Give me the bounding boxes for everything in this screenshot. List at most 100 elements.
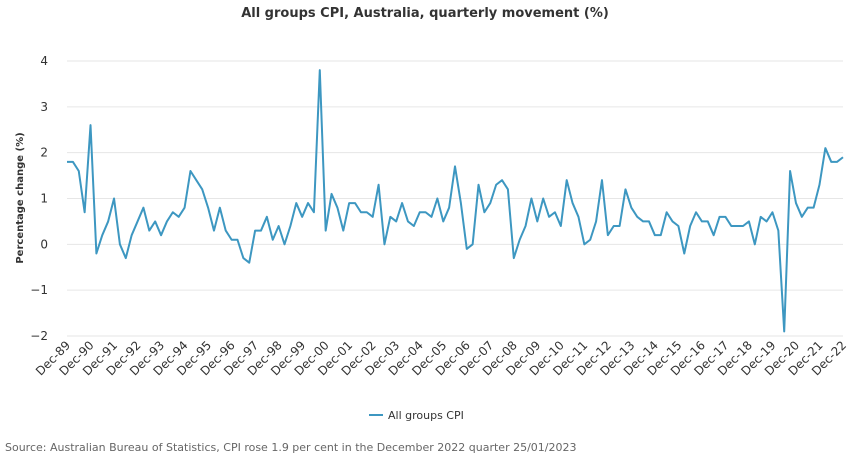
data-point[interactable]: [717, 214, 723, 220]
data-point[interactable]: [470, 241, 476, 247]
data-point[interactable]: [828, 159, 834, 165]
data-point[interactable]: [481, 209, 487, 215]
data-point[interactable]: [546, 214, 552, 220]
data-point[interactable]: [752, 241, 758, 247]
data-point[interactable]: [587, 237, 593, 243]
data-point[interactable]: [564, 177, 570, 183]
data-point[interactable]: [358, 209, 364, 215]
data-point[interactable]: [699, 218, 705, 224]
series-line-all-groups-cpi[interactable]: [67, 69, 844, 333]
data-point[interactable]: [781, 328, 787, 334]
data-point[interactable]: [152, 218, 158, 224]
data-point[interactable]: [234, 237, 240, 243]
data-point[interactable]: [476, 182, 482, 188]
data-point[interactable]: [340, 228, 346, 234]
data-point[interactable]: [681, 251, 687, 257]
data-point[interactable]: [329, 191, 335, 197]
data-point[interactable]: [387, 214, 393, 220]
data-point[interactable]: [658, 232, 664, 238]
data-point[interactable]: [628, 205, 634, 211]
data-point[interactable]: [640, 218, 646, 224]
data-point[interactable]: [493, 182, 499, 188]
data-point[interactable]: [811, 205, 817, 211]
data-point[interactable]: [146, 228, 152, 234]
data-point[interactable]: [822, 145, 828, 151]
data-point[interactable]: [158, 232, 164, 238]
data-point[interactable]: [599, 177, 605, 183]
data-point[interactable]: [70, 159, 76, 165]
data-point[interactable]: [499, 177, 505, 183]
data-point[interactable]: [64, 159, 70, 165]
data-point[interactable]: [276, 223, 282, 229]
data-point[interactable]: [687, 223, 693, 229]
data-point[interactable]: [187, 168, 193, 174]
data-point[interactable]: [346, 200, 352, 206]
data-point[interactable]: [264, 214, 270, 220]
data-point[interactable]: [405, 218, 411, 224]
data-point[interactable]: [76, 168, 82, 174]
data-point[interactable]: [246, 260, 252, 266]
data-point[interactable]: [440, 218, 446, 224]
data-point[interactable]: [581, 241, 587, 247]
data-point[interactable]: [193, 177, 199, 183]
data-point[interactable]: [305, 200, 311, 206]
data-point[interactable]: [740, 223, 746, 229]
data-point[interactable]: [287, 223, 293, 229]
data-point[interactable]: [282, 241, 288, 247]
data-point[interactable]: [417, 209, 423, 215]
legend[interactable]: All groups CPI: [369, 409, 464, 422]
data-point[interactable]: [652, 232, 658, 238]
data-point[interactable]: [458, 200, 464, 206]
data-point[interactable]: [675, 223, 681, 229]
data-point[interactable]: [82, 209, 88, 215]
data-point[interactable]: [399, 200, 405, 206]
data-point[interactable]: [105, 218, 111, 224]
data-point[interactable]: [423, 209, 429, 215]
data-point[interactable]: [370, 214, 376, 220]
data-point[interactable]: [840, 154, 846, 160]
data-point[interactable]: [323, 228, 329, 234]
data-point[interactable]: [211, 228, 217, 234]
data-point[interactable]: [805, 205, 811, 211]
data-point[interactable]: [552, 209, 558, 215]
legend-label[interactable]: All groups CPI: [388, 409, 464, 422]
data-point[interactable]: [523, 223, 529, 229]
data-point[interactable]: [705, 218, 711, 224]
data-point[interactable]: [758, 214, 764, 220]
data-point[interactable]: [540, 196, 546, 202]
data-point[interactable]: [129, 232, 135, 238]
data-point[interactable]: [123, 255, 129, 261]
data-point[interactable]: [434, 196, 440, 202]
data-point[interactable]: [446, 205, 452, 211]
data-point[interactable]: [170, 209, 176, 215]
data-point[interactable]: [93, 251, 99, 257]
data-point[interactable]: [258, 228, 264, 234]
data-point[interactable]: [622, 186, 628, 192]
data-point[interactable]: [381, 241, 387, 247]
data-point[interactable]: [117, 241, 123, 247]
data-point[interactable]: [376, 182, 382, 188]
data-point[interactable]: [311, 209, 317, 215]
data-point[interactable]: [593, 218, 599, 224]
data-point[interactable]: [428, 214, 434, 220]
data-point[interactable]: [728, 223, 734, 229]
data-point[interactable]: [617, 223, 623, 229]
data-point[interactable]: [511, 255, 517, 261]
data-point[interactable]: [787, 168, 793, 174]
data-point[interactable]: [711, 232, 717, 238]
data-point[interactable]: [605, 232, 611, 238]
data-point[interactable]: [252, 228, 258, 234]
data-point[interactable]: [205, 205, 211, 211]
data-point[interactable]: [411, 223, 417, 229]
data-point[interactable]: [452, 163, 458, 169]
data-point[interactable]: [816, 182, 822, 188]
data-point[interactable]: [99, 232, 105, 238]
data-point[interactable]: [670, 218, 676, 224]
data-point[interactable]: [164, 218, 170, 224]
data-point[interactable]: [299, 214, 305, 220]
data-point[interactable]: [634, 214, 640, 220]
data-point[interactable]: [140, 205, 146, 211]
data-point[interactable]: [517, 237, 523, 243]
data-point[interactable]: [229, 237, 235, 243]
data-point[interactable]: [764, 218, 770, 224]
